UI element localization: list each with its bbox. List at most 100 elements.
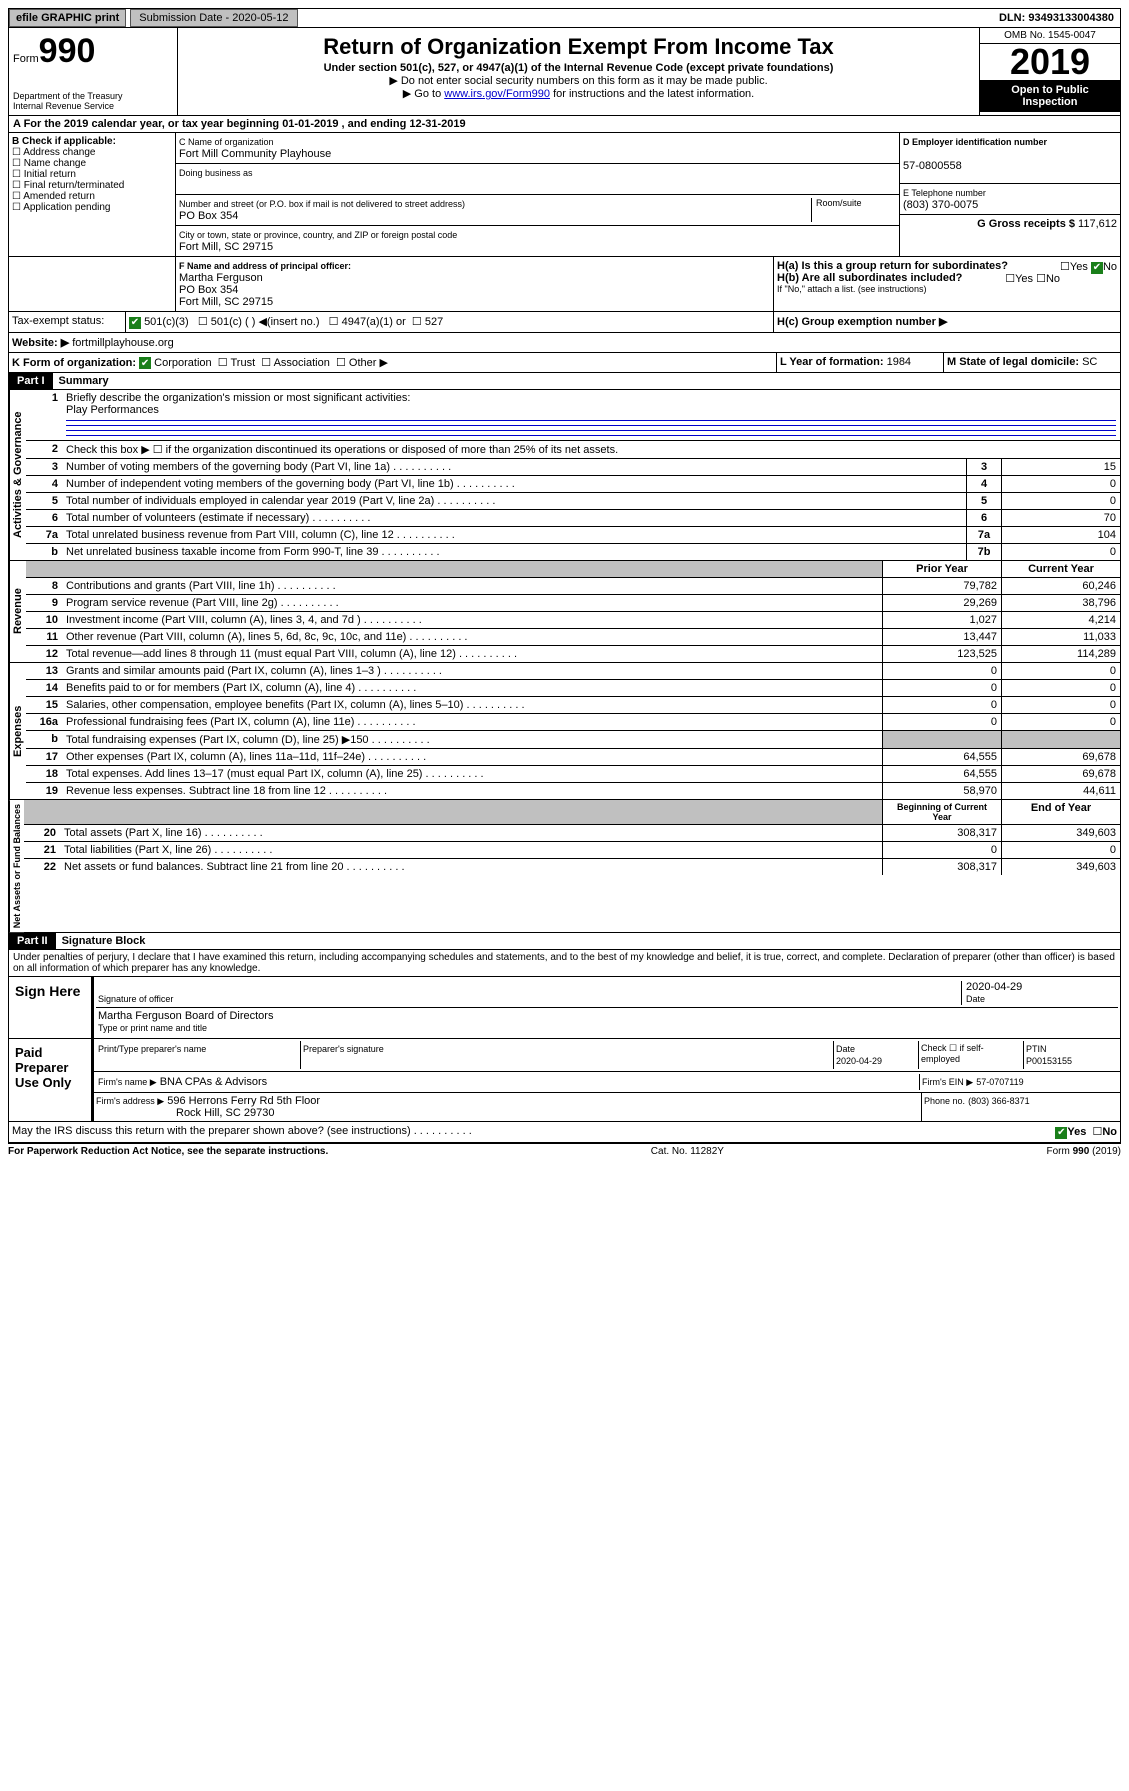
line-9-prior: 29,269 [882, 595, 1001, 611]
l1-text: Briefly describe the organization's miss… [66, 392, 410, 404]
org-name: Fort Mill Community Playhouse [179, 148, 331, 160]
self-emp: Check ☐ if self-employed [918, 1041, 1023, 1069]
line-6-text: Total number of volunteers (estimate if … [62, 510, 966, 526]
check-final-return/terminated[interactable]: ☐ Final return/terminated [12, 180, 172, 191]
line-21-prior: 0 [882, 842, 1001, 858]
check-address-change[interactable]: ☐ Address change [12, 147, 172, 158]
line-11-prior: 13,447 [882, 629, 1001, 645]
type-label: Type or print name and title [98, 1023, 207, 1033]
form-header: Form990 Department of the Treasury Inter… [8, 28, 1121, 116]
firm-ein: 57-0707119 [976, 1077, 1023, 1087]
line-8-prior: 79,782 [882, 578, 1001, 594]
officer-label: F Name and address of principal officer: [179, 261, 351, 271]
tab-revenue: Revenue [9, 561, 26, 662]
line-16a-curr: 0 [1001, 714, 1120, 730]
prep-name-lbl: Print/Type preparer's name [98, 1044, 206, 1054]
line-10-prior: 1,027 [882, 612, 1001, 628]
sign-here-label: Sign Here [9, 977, 91, 1038]
part1-hdr: Part I [9, 373, 53, 389]
line-14-prior: 0 [882, 680, 1001, 696]
firm-addr: 596 Herrons Ferry Rd 5th Floor [167, 1095, 320, 1107]
part1-title: Summary [53, 373, 115, 389]
section-k: K Form of organization: ✔ Corporation ☐ … [9, 353, 777, 373]
check-amended-return[interactable]: ☐ Amended return [12, 191, 172, 202]
line-20-text: Total assets (Part X, line 16) [60, 825, 882, 841]
line-14-curr: 0 [1001, 680, 1120, 696]
tab-expenses: Expenses [9, 663, 26, 799]
ptin-lbl: PTIN [1026, 1044, 1047, 1054]
line-12-text: Total revenue—add lines 8 through 11 (mu… [62, 646, 882, 662]
line-22-curr: 349,603 [1001, 859, 1120, 875]
line-3-value: 15 [1001, 459, 1120, 475]
efile-button[interactable]: efile GRAPHIC print [9, 9, 126, 27]
line-18-curr: 69,678 [1001, 766, 1120, 782]
prep-date-lbl: Date [836, 1044, 855, 1054]
footer-left: For Paperwork Reduction Act Notice, see … [8, 1146, 328, 1157]
line-13-curr: 0 [1001, 663, 1120, 679]
line-15-prior: 0 [882, 697, 1001, 713]
firm-name: BNA CPAs & Advisors [160, 1076, 267, 1088]
line-4-text: Number of independent voting members of … [62, 476, 966, 492]
line-19-text: Revenue less expenses. Subtract line 18 … [62, 783, 882, 799]
line-4-value: 0 [1001, 476, 1120, 492]
dept-label: Department of the Treasury [13, 91, 173, 101]
line-21-curr: 0 [1001, 842, 1120, 858]
officer-typed: Martha Ferguson Board of Directors [98, 1010, 273, 1022]
line-14-text: Benefits paid to or for members (Part IX… [62, 680, 882, 696]
line-9-curr: 38,796 [1001, 595, 1120, 611]
part2-title: Signature Block [56, 933, 152, 949]
firm-phone-lbl: Phone no. [924, 1096, 965, 1106]
officer-addr: PO Box 354 [179, 284, 238, 296]
discuss-row: May the IRS discuss this return with the… [8, 1122, 1121, 1143]
line-13-text: Grants and similar amounts paid (Part IX… [62, 663, 882, 679]
firm-addr-lbl: Firm's address ▶ [96, 1096, 164, 1106]
addr-label: Number and street (or P.O. box if mail i… [179, 199, 465, 209]
phone-value: (803) 370-0075 [903, 199, 978, 211]
form-title: Return of Organization Exempt From Incom… [184, 34, 973, 60]
section-l: L Year of formation: 1984 [777, 353, 944, 373]
room-label: Room/suite [811, 198, 896, 222]
firm-ein-lbl: Firm's EIN ▶ [922, 1077, 973, 1087]
line-b-prior [882, 731, 1001, 748]
line-5-value: 0 [1001, 493, 1120, 509]
line-15-curr: 0 [1001, 697, 1120, 713]
h-b: H(b) Are all subordinates included? ☐Yes… [777, 272, 1117, 284]
org-city: Fort Mill, SC 29715 [179, 241, 273, 253]
irs-link[interactable]: www.irs.gov/Form990 [444, 88, 550, 100]
declaration: Under penalties of perjury, I declare th… [8, 950, 1121, 977]
tab-governance: Activities & Governance [9, 390, 26, 560]
firm-name-lbl: Firm's name ▶ [98, 1077, 157, 1087]
ein-label: D Employer identification number [903, 137, 1047, 147]
sig-date: 2020-04-29 [966, 981, 1022, 993]
h-note: If "No," attach a list. (see instruction… [777, 284, 1117, 294]
footer-mid: Cat. No. 11282Y [328, 1146, 1046, 1157]
line-b-value: 0 [1001, 544, 1120, 560]
hint-line-2: ▶ Go to www.irs.gov/Form990 for instruct… [182, 87, 975, 100]
line-7a-text: Total unrelated business revenue from Pa… [62, 527, 966, 543]
line-11-text: Other revenue (Part VIII, column (A), li… [62, 629, 882, 645]
phone-label: E Telephone number [903, 188, 986, 198]
section-m: M State of legal domicile: SC [944, 353, 1120, 373]
irs-label: Internal Revenue Service [13, 101, 173, 111]
line-22-text: Net assets or fund balances. Subtract li… [60, 859, 882, 875]
check-application-pending[interactable]: ☐ Application pending [12, 202, 172, 213]
officer-city: Fort Mill, SC 29715 [179, 296, 273, 308]
line-15-text: Salaries, other compensation, employee b… [62, 697, 882, 713]
line-3-text: Number of voting members of the governin… [62, 459, 966, 475]
h-c: H(c) Group exemption number ▶ [774, 312, 1120, 332]
firm-city: Rock Hill, SC 29730 [176, 1107, 274, 1119]
open-public: Open to Public Inspection [980, 80, 1120, 112]
hdr-beg: Beginning of Current Year [882, 800, 1001, 824]
line-20-curr: 349,603 [1001, 825, 1120, 841]
line-16a-prior: 0 [882, 714, 1001, 730]
line-10-curr: 4,214 [1001, 612, 1120, 628]
line-7a-value: 104 [1001, 527, 1120, 543]
check-initial-return[interactable]: ☐ Initial return [12, 169, 172, 180]
line-8-curr: 60,246 [1001, 578, 1120, 594]
footer-right: Form 990 (2019) [1047, 1146, 1121, 1157]
line-b-text: Net unrelated business taxable income fr… [62, 544, 966, 560]
check-name-change[interactable]: ☐ Name change [12, 158, 172, 169]
ptin-val: P00153155 [1026, 1056, 1072, 1066]
line-b-text: Total fundraising expenses (Part IX, col… [62, 731, 882, 748]
org-addr: PO Box 354 [179, 210, 238, 222]
